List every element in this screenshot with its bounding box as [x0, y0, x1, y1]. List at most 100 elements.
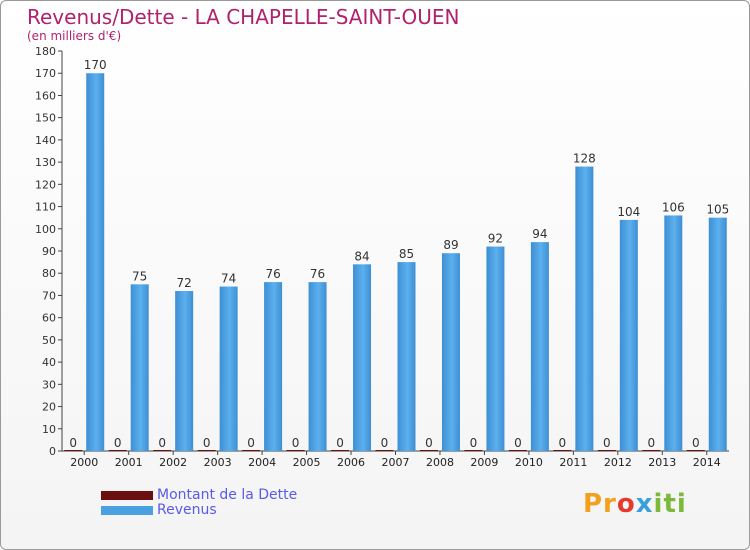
y-tick-label: 120	[35, 178, 56, 191]
y-tick-label: 150	[35, 112, 56, 125]
x-tick-label: 2004	[248, 456, 276, 469]
bar-dette	[153, 450, 172, 451]
x-tick-label: 2005	[293, 456, 321, 469]
y-tick-label: 160	[35, 89, 56, 102]
bar-revenus	[175, 291, 194, 451]
y-tick-label: 10	[42, 423, 56, 436]
bar-revenus	[530, 242, 549, 451]
x-tick-label: 2011	[559, 456, 587, 469]
bar-revenus	[130, 284, 149, 451]
bar-dette	[242, 450, 261, 451]
x-tick-label: 2007	[382, 456, 410, 469]
data-label-revenus: 76	[310, 267, 325, 281]
data-label-revenus: 89	[443, 238, 458, 252]
y-tick-label: 40	[42, 356, 56, 369]
bar-revenus	[219, 286, 238, 451]
data-label-dette: 0	[381, 436, 389, 450]
y-tick-label: 130	[35, 156, 56, 169]
bar-dette	[686, 450, 705, 451]
data-label-dette: 0	[69, 436, 77, 450]
data-label-dette: 0	[158, 436, 166, 450]
x-tick-label: 2009	[470, 456, 498, 469]
data-label-revenus: 128	[573, 152, 596, 166]
y-tick-label: 80	[42, 267, 56, 280]
y-tick-label: 100	[35, 223, 56, 236]
y-tick-label: 20	[42, 401, 56, 414]
bar-dette	[642, 450, 661, 451]
data-label-dette: 0	[247, 436, 255, 450]
data-label-revenus: 105	[706, 203, 729, 217]
bar-revenus	[619, 219, 638, 451]
x-tick-label: 2006	[337, 456, 365, 469]
bar-revenus	[486, 246, 505, 451]
bar-revenus	[353, 264, 372, 451]
y-tick-label: 180	[35, 45, 56, 58]
x-tick-label: 2002	[159, 456, 187, 469]
data-label-revenus: 94	[532, 227, 547, 241]
bar-revenus	[441, 253, 460, 451]
data-label-dette: 0	[292, 436, 300, 450]
data-label-dette: 0	[647, 436, 655, 450]
bar-dette	[508, 450, 527, 451]
bar-dette	[331, 450, 350, 451]
data-label-revenus: 85	[399, 247, 414, 261]
y-tick-label: 50	[42, 334, 56, 347]
legend-swatch-dette	[101, 491, 153, 500]
data-label-dette: 0	[692, 436, 700, 450]
data-label-dette: 0	[336, 436, 344, 450]
x-tick-label: 2003	[204, 456, 232, 469]
data-label-revenus: 72	[177, 276, 192, 290]
chart-title: Revenus/Dette - LA CHAPELLE-SAINT-OUEN	[27, 5, 460, 29]
x-tick-label: 2013	[648, 456, 676, 469]
bar-revenus	[86, 73, 105, 451]
legend-swatch-revenus	[101, 506, 153, 515]
data-label-revenus: 106	[662, 200, 685, 214]
data-label-dette: 0	[470, 436, 478, 450]
y-tick-label: 0	[49, 445, 56, 458]
data-label-revenus: 74	[221, 272, 236, 286]
data-label-revenus: 170	[84, 58, 107, 72]
bar-revenus	[264, 282, 283, 451]
data-label-revenus: 104	[617, 205, 640, 219]
bar-dette	[108, 450, 127, 451]
data-label-revenus: 76	[265, 267, 280, 281]
data-label-dette: 0	[425, 436, 433, 450]
bar-revenus	[397, 262, 416, 451]
bar-dette	[375, 450, 394, 451]
y-tick-label: 30	[42, 378, 56, 391]
bar-dette	[197, 450, 216, 451]
data-label-revenus: 75	[132, 269, 147, 283]
x-tick-label: 2001	[115, 456, 143, 469]
legend-label-revenus: Revenus	[157, 502, 217, 518]
data-label-dette: 0	[203, 436, 211, 450]
proxiti-logo: Proxiti	[583, 489, 687, 519]
bar-dette	[553, 450, 572, 451]
y-tick-label: 140	[35, 134, 56, 147]
data-label-dette: 0	[603, 436, 611, 450]
data-label-dette: 0	[514, 436, 522, 450]
bar-dette	[419, 450, 438, 451]
bar-revenus	[308, 282, 327, 451]
y-tick-label: 170	[35, 67, 56, 80]
y-tick-label: 110	[35, 201, 56, 214]
bar-revenus	[708, 217, 727, 451]
data-label-revenus: 92	[488, 232, 503, 246]
x-tick-label: 2000	[70, 456, 98, 469]
data-label-dette: 0	[114, 436, 122, 450]
x-tick-label: 2014	[693, 456, 721, 469]
y-tick-label: 60	[42, 312, 56, 325]
y-tick-label: 90	[42, 245, 56, 258]
x-tick-label: 2012	[604, 456, 632, 469]
y-tick-label: 70	[42, 289, 56, 302]
bar-dette	[464, 450, 483, 451]
x-tick-label: 2008	[426, 456, 454, 469]
data-label-dette: 0	[559, 436, 567, 450]
chart-subtitle: (en milliers d'€)	[27, 29, 122, 43]
x-tick-label: 2010	[515, 456, 543, 469]
legend-label-dette: Montant de la Dette	[157, 487, 298, 503]
bar-dette	[597, 450, 616, 451]
bar-revenus	[575, 166, 594, 452]
bar-dette	[64, 450, 83, 451]
